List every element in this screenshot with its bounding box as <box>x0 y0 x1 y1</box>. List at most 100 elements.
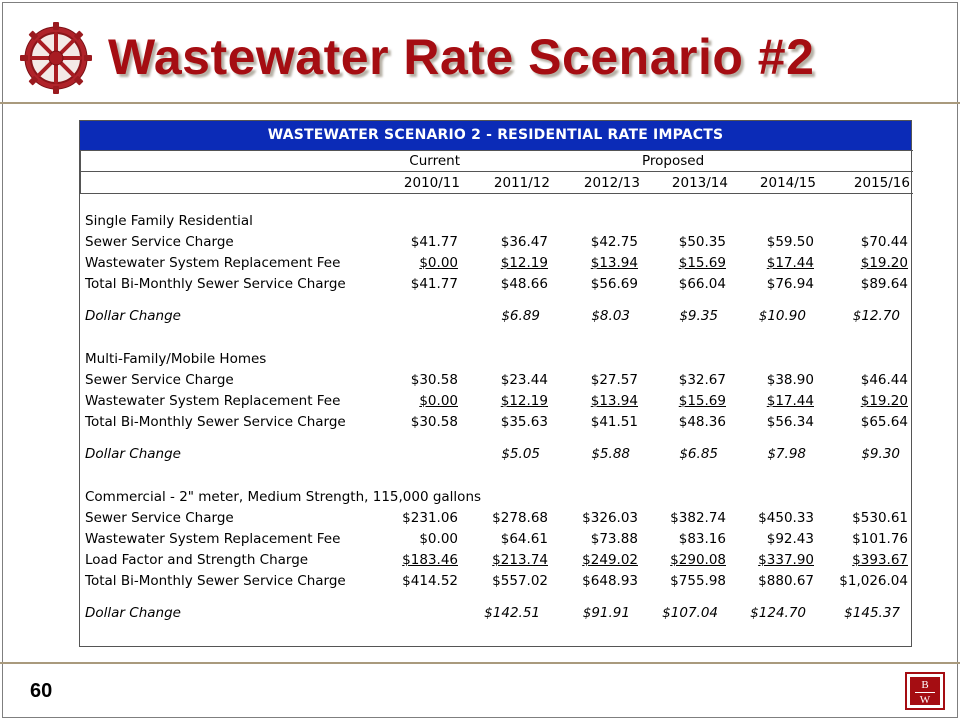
rate-value: $38.90 <box>766 372 814 388</box>
rate-impact-table: WASTEWATER SCENARIO 2 - RESIDENTIAL RATE… <box>79 120 913 647</box>
dollar-change-value: $10.90 <box>758 308 806 324</box>
row-label: Total Bi-Monthly Sewer Service Charge <box>85 414 346 430</box>
rate-value: $36.47 <box>500 234 548 250</box>
group-proposed-label: Proposed <box>642 153 705 169</box>
rate-value: $290.08 <box>670 552 726 568</box>
rate-value: $65.64 <box>860 414 908 430</box>
rate-value: $41.51 <box>590 414 638 430</box>
rate-value: $530.61 <box>852 510 908 526</box>
rate-value: $231.06 <box>402 510 458 526</box>
dollar-change-label: Dollar Change <box>85 308 181 324</box>
year-header: 2012/13 <box>583 175 640 191</box>
rate-value: $17.44 <box>766 393 814 409</box>
dollar-change-value: $9.35 <box>679 308 718 324</box>
rate-value: $0.00 <box>419 255 458 271</box>
rate-value: $414.52 <box>402 573 458 589</box>
dollar-change-value: $142.51 <box>484 605 540 621</box>
footer-divider <box>0 662 960 664</box>
dollar-change-value: $8.03 <box>591 308 630 324</box>
rate-value: $648.93 <box>582 573 638 589</box>
rate-value: $249.02 <box>582 552 638 568</box>
row-label: Wastewater System Replacement Fee <box>85 393 341 409</box>
rate-value: $213.74 <box>492 552 548 568</box>
dollar-change-value: $145.37 <box>844 605 900 621</box>
rate-value: $48.66 <box>500 276 548 292</box>
rate-value: $35.63 <box>500 414 548 430</box>
row-label: Wastewater System Replacement Fee <box>85 531 341 547</box>
slide-title: Wastewater Rate Scenario #2 <box>108 29 815 85</box>
rate-value: $42.75 <box>590 234 638 250</box>
dollar-change-value: $124.70 <box>750 605 806 621</box>
table-header-vline <box>80 150 81 193</box>
dollar-change-value: $12.70 <box>852 308 900 324</box>
year-header: 2013/14 <box>671 175 728 191</box>
rate-value: $41.77 <box>410 234 458 250</box>
rate-value: $76.94 <box>766 276 814 292</box>
rate-value: $13.94 <box>590 255 638 271</box>
rate-value: $278.68 <box>492 510 548 526</box>
rate-value: $46.44 <box>860 372 908 388</box>
section-heading: Single Family Residential <box>85 213 253 229</box>
dollar-change-value: $5.88 <box>591 446 630 462</box>
year-header: 2010/11 <box>403 175 460 191</box>
table-header-line <box>80 150 913 151</box>
rate-value: $23.44 <box>500 372 548 388</box>
dollar-change-value: $91.91 <box>582 605 630 621</box>
rate-value: $41.77 <box>410 276 458 292</box>
rate-value: $393.67 <box>852 552 908 568</box>
rate-value: $56.34 <box>766 414 814 430</box>
row-label: Sewer Service Charge <box>85 234 234 250</box>
dollar-change-label: Dollar Change <box>85 446 181 462</box>
section-heading: Commercial - 2" meter, Medium Strength, … <box>85 489 482 505</box>
logo-letter-top: B <box>921 679 929 691</box>
rate-value: $66.04 <box>678 276 726 292</box>
rate-value: $19.20 <box>860 393 908 409</box>
rate-value: $30.58 <box>410 372 458 388</box>
title-bar: Wastewater Rate Scenario #2 <box>0 0 960 104</box>
rate-value: $17.44 <box>766 255 814 271</box>
row-label: Wastewater System Replacement Fee <box>85 255 341 271</box>
rate-value: $56.69 <box>590 276 638 292</box>
rate-value: $64.61 <box>500 531 548 547</box>
rate-value: $326.03 <box>582 510 638 526</box>
rate-value: $382.74 <box>670 510 726 526</box>
rate-value: $557.02 <box>492 573 548 589</box>
rate-value: $337.90 <box>758 552 814 568</box>
year-header: 2011/12 <box>493 175 550 191</box>
rate-value: $48.36 <box>678 414 726 430</box>
dollar-change-label: Dollar Change <box>85 605 181 621</box>
bw-logo: B W <box>905 672 945 710</box>
header-divider <box>0 102 960 104</box>
dollar-change-value: $9.30 <box>861 446 900 462</box>
dollar-change-value: $107.04 <box>662 605 718 621</box>
logo-letter-bottom: W <box>919 694 931 706</box>
group-proposed-rule <box>466 171 910 172</box>
table-title: WASTEWATER SCENARIO 2 - RESIDENTIAL RATE… <box>80 121 911 150</box>
rate-value: $755.98 <box>670 573 726 589</box>
rate-value: $880.67 <box>758 573 814 589</box>
rate-value: $27.57 <box>590 372 638 388</box>
dollar-change-value: $5.05 <box>501 446 540 462</box>
year-header: 2015/16 <box>853 175 910 191</box>
gear-icon <box>20 22 92 94</box>
rate-value: $13.94 <box>590 393 638 409</box>
rate-value: $1,026.04 <box>839 573 908 589</box>
rate-value: $12.19 <box>500 255 548 271</box>
row-label: Load Factor and Strength Charge <box>85 552 309 568</box>
year-header: 2014/15 <box>759 175 816 191</box>
dollar-change-value: $7.98 <box>767 446 806 462</box>
table-header-vline <box>911 150 912 193</box>
rate-value: $59.50 <box>766 234 814 250</box>
rate-value: $83.16 <box>678 531 726 547</box>
rate-value: $0.00 <box>419 393 458 409</box>
rate-value: $15.69 <box>678 255 726 271</box>
rate-value: $70.44 <box>860 234 908 250</box>
group-current-label: Current <box>409 153 460 169</box>
rate-value: $101.76 <box>852 531 908 547</box>
rate-value: $12.19 <box>500 393 548 409</box>
rate-value: $0.00 <box>419 531 458 547</box>
row-label: Total Bi-Monthly Sewer Service Charge <box>85 276 346 292</box>
rate-value: $450.33 <box>758 510 814 526</box>
rate-value: $73.88 <box>590 531 638 547</box>
